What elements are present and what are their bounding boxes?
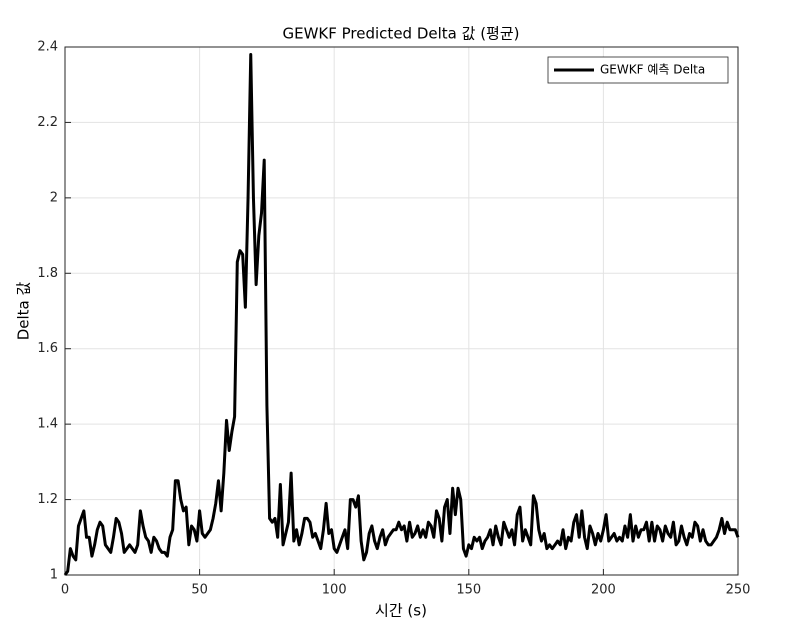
data-line: [63, 53, 740, 576]
y-tick-label: 1.6: [37, 341, 58, 356]
chart-title: GEWKF Predicted Delta 값 (평균): [282, 25, 519, 43]
plot-area: [65, 47, 738, 575]
y-tick-label: 1.4: [37, 417, 58, 432]
x-tick-label: 250: [726, 583, 751, 598]
y-tick-label: 1.2: [37, 492, 58, 507]
y-tick-label: 1: [50, 568, 58, 583]
y-tick-label: 2: [50, 190, 58, 205]
y-tick-label: 2.2: [37, 115, 58, 130]
axes-box: [64, 46, 739, 576]
x-tick-label: 50: [191, 583, 208, 598]
x-tick-label: 200: [591, 583, 616, 598]
y-tick-label: 2.4: [37, 40, 58, 55]
x-tick-label: 0: [61, 583, 69, 598]
y-axis-label: Delta 값: [15, 282, 33, 341]
x-tick-label: 100: [322, 583, 347, 598]
y-tick-label: 1.8: [37, 266, 58, 281]
x-tick-label: 150: [456, 583, 481, 598]
x-axis-label: 시간 (s): [375, 602, 427, 620]
legend-label: GEWKF 예측 Delta: [600, 63, 705, 77]
